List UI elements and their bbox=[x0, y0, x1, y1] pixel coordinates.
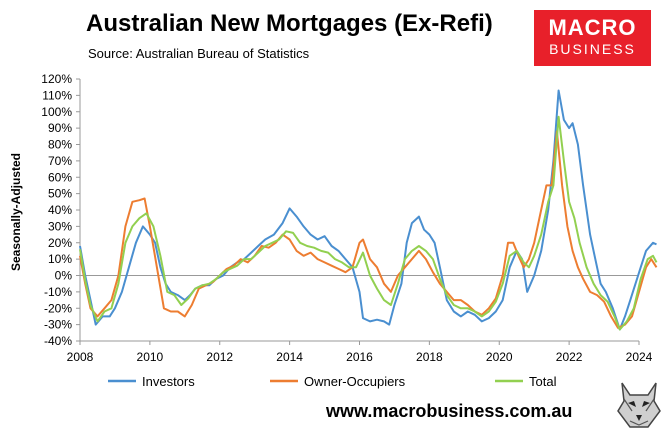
chart-axes: 120% 110% 100% 90% 80% 70% 60% 50% 40% 30% 20% 10% 0… bbox=[41, 72, 652, 364]
x-tick-label: 2018 bbox=[416, 350, 443, 364]
wolf-logo-icon bbox=[617, 382, 661, 428]
y-tick-label: -10% bbox=[44, 285, 72, 299]
y-tick-label: 60% bbox=[48, 170, 72, 184]
x-tick-label: 2008 bbox=[67, 350, 94, 364]
brand-logo-line2: BUSINESS bbox=[549, 41, 636, 57]
legend-item: Owner-Occupiers bbox=[270, 374, 406, 389]
y-tick-label: 0% bbox=[55, 269, 73, 283]
legend-item: Total bbox=[495, 374, 557, 389]
legend-label: Owner-Occupiers bbox=[304, 374, 406, 389]
page-title: Australian New Mortgages (Ex-Refi) bbox=[86, 10, 493, 37]
series-line-total bbox=[79, 115, 658, 331]
x-tick-label: 2022 bbox=[556, 350, 583, 364]
legend-label: Investors bbox=[142, 374, 195, 389]
y-axis-label: Seasonally-Adjusted bbox=[9, 153, 23, 271]
y-tick-label: 10% bbox=[48, 252, 72, 266]
x-tick-label: 2010 bbox=[137, 350, 164, 364]
series-line-owner-occupiers bbox=[79, 130, 658, 329]
y-tick-label: 120% bbox=[41, 72, 72, 86]
chart-series bbox=[79, 89, 658, 331]
y-tick-label: 70% bbox=[48, 154, 72, 168]
y-tick-label: 20% bbox=[48, 236, 72, 250]
x-tick-label: 2014 bbox=[276, 350, 303, 364]
brand-logo: MACRO BUSINESS bbox=[534, 10, 651, 66]
chart-legend: Investors Owner-Occupiers Total bbox=[108, 374, 557, 389]
y-tick-label: 40% bbox=[48, 203, 72, 217]
brand-logo-line1: MACRO bbox=[548, 15, 637, 40]
y-tick-label: 80% bbox=[48, 138, 72, 152]
x-tick-label: 2016 bbox=[346, 350, 373, 364]
x-tick-label: 2020 bbox=[486, 350, 513, 364]
y-tick-label: 90% bbox=[48, 121, 72, 135]
series-line-investors bbox=[79, 89, 657, 331]
y-tick-label: -20% bbox=[44, 301, 72, 315]
y-tick-label: -40% bbox=[44, 334, 72, 348]
y-tick-label: 110% bbox=[42, 88, 72, 102]
chart-source: Source: Australian Bureau of Statistics bbox=[88, 46, 310, 61]
legend-label: Total bbox=[529, 374, 557, 389]
y-tick-label: 50% bbox=[48, 187, 72, 201]
x-tick-label: 2024 bbox=[626, 350, 653, 364]
y-tick-label: 30% bbox=[48, 219, 72, 233]
y-tick-label: 100% bbox=[41, 105, 72, 119]
legend-item: Investors bbox=[108, 374, 195, 389]
website-url[interactable]: www.macrobusiness.com.au bbox=[326, 401, 573, 421]
y-tick-label: -30% bbox=[44, 318, 72, 332]
x-tick-label: 2012 bbox=[206, 350, 233, 364]
